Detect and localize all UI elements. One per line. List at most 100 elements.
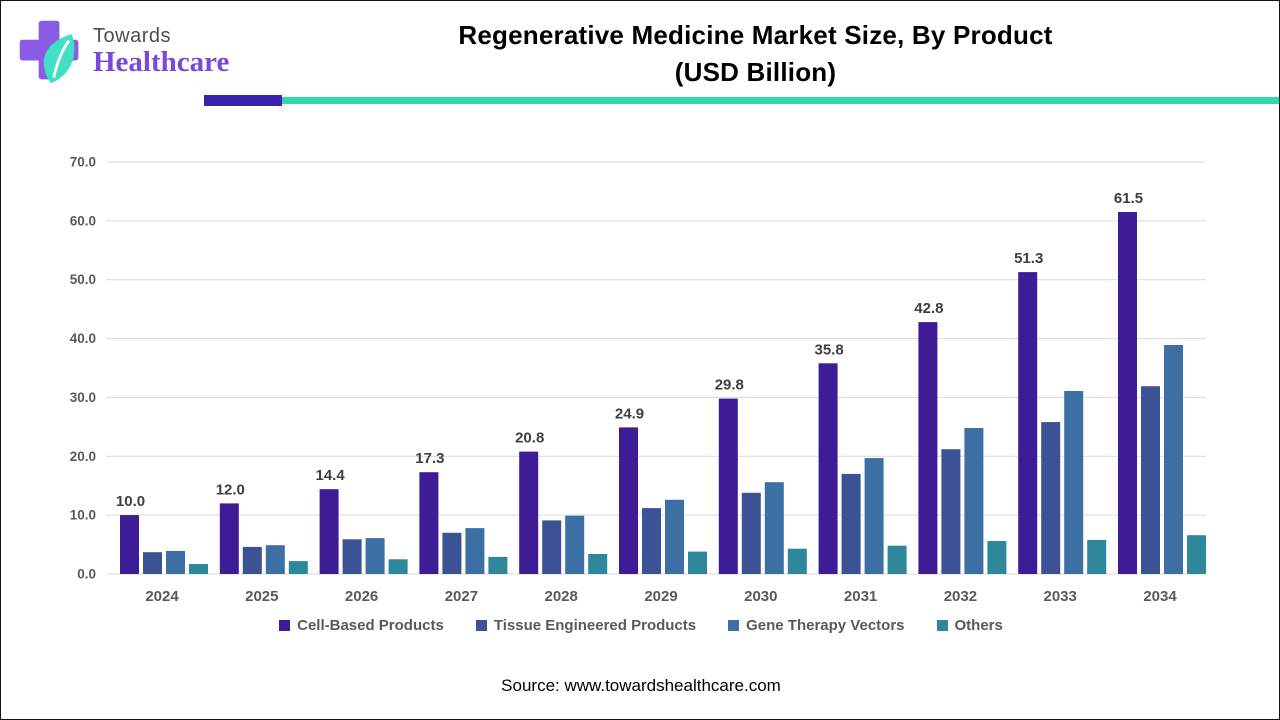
x-axis-label: 2033 [1044,588,1077,605]
bar-value-label: 12.0 [216,481,245,498]
legend-swatch [279,620,291,631]
bar [143,552,162,574]
bar-value-label: 35.8 [814,341,843,358]
header-underline-teal [282,97,1279,104]
bar [918,322,938,574]
legend-label: Cell-Based Products [297,617,444,634]
x-axis-label: 2032 [944,588,977,605]
legend-swatch [475,620,487,631]
y-axis-tick-label: 0.0 [77,567,96,582]
logo-text: Towards Healthcare [93,25,230,79]
bar-value-label: 24.9 [615,405,644,422]
bar-value-label: 20.8 [515,430,544,447]
legend-item-cell-based-products: Cell-Based Products [279,617,444,634]
x-axis-label: 2029 [644,588,677,605]
source-line: Source: www.towardshealthcare.com [501,676,781,695]
x-axis-label: 2034 [1143,588,1177,605]
bar [542,520,562,574]
bar-value-label: 29.8 [715,377,744,394]
chart-legend: Cell-Based Products Tissue Engineered Pro… [1,617,1279,634]
bar [619,427,638,574]
legend-label: Tissue Engineered Products [493,617,697,634]
bar [1018,272,1038,574]
bar-value-label: 42.8 [914,300,943,317]
bar [265,545,285,574]
header-underline-purple [204,95,282,106]
legend-item-tissue-engineered-products: Tissue Engineered Products [475,617,697,634]
bar [1141,386,1160,574]
logo-cross-leaf-icon [19,20,79,84]
x-axis-label: 2026 [345,588,378,605]
x-axis-label: 2030 [744,588,777,605]
bar [288,561,308,574]
bar [419,472,439,574]
bar [688,551,707,574]
bar [1087,539,1107,574]
bar [588,554,608,574]
bar [1118,212,1137,574]
bar-value-label: 61.5 [1114,190,1143,207]
bar [941,449,961,574]
bar [465,528,485,574]
legend-swatch [728,620,740,631]
chart-title-line2: (USD Billion) [674,57,837,87]
bar [964,428,984,574]
chart-title: Regenerative Medicine Market Size, By Pr… [234,17,1277,91]
bar [365,538,385,574]
bar [864,458,884,574]
towards-healthcare-logo: Towards Healthcare [17,17,229,87]
bar [1187,535,1206,574]
bar [319,489,339,574]
bar-value-label: 51.3 [1014,250,1043,267]
y-axis-tick-label: 70.0 [70,155,96,170]
legend-label: Others [954,617,1003,634]
bar [841,473,861,574]
bar [818,363,838,574]
bar [488,556,508,574]
bar [120,515,139,574]
logo-line2: Healthcare [93,46,230,79]
bar [219,503,239,574]
bar-value-label: 14.4 [315,467,345,484]
x-axis-label: 2027 [445,588,478,605]
bar [741,492,761,574]
bar [388,559,408,574]
legend-label: Gene Therapy Vectors [746,617,905,634]
bar [242,546,262,574]
bar [565,515,585,574]
y-axis-tick-label: 60.0 [70,213,96,228]
bar [442,532,462,574]
y-axis-tick-label: 30.0 [70,390,96,405]
bar-value-label: 17.3 [415,450,444,467]
bar [764,482,784,574]
x-axis-label: 2031 [844,588,877,605]
logo-line1: Towards [93,25,171,48]
y-axis-tick-label: 50.0 [70,272,96,287]
y-axis-tick-label: 20.0 [70,449,96,464]
bar-value-label: 10.0 [116,493,145,510]
y-axis-tick-label: 40.0 [70,331,96,346]
market-size-bar-chart: 0.0 10.0 20.0 30.0 40.0 50.0 60.0 70.0 10.0 2024 1… [70,155,1206,605]
bar [718,398,738,574]
bar [642,508,661,574]
bar [987,541,1007,574]
bar [1041,422,1061,574]
bar [189,564,208,574]
legend-item-gene-therapy-vectors: Gene Therapy Vectors [728,617,905,634]
legend-item-others: Others [936,617,1003,634]
legend-swatch [936,620,948,631]
x-axis-label: 2024 [145,588,179,605]
bar [342,539,362,574]
bar [787,548,807,574]
bar [1064,391,1084,574]
x-axis-label: 2028 [545,588,578,605]
y-axis-tick-label: 10.0 [70,508,96,523]
bar [887,545,907,574]
bar [519,451,539,574]
x-axis-label: 2025 [245,588,278,605]
bar [166,551,185,574]
chart-title-line1: Regenerative Medicine Market Size, By Pr… [458,20,1053,50]
bar [1164,345,1183,574]
bar [665,499,684,574]
